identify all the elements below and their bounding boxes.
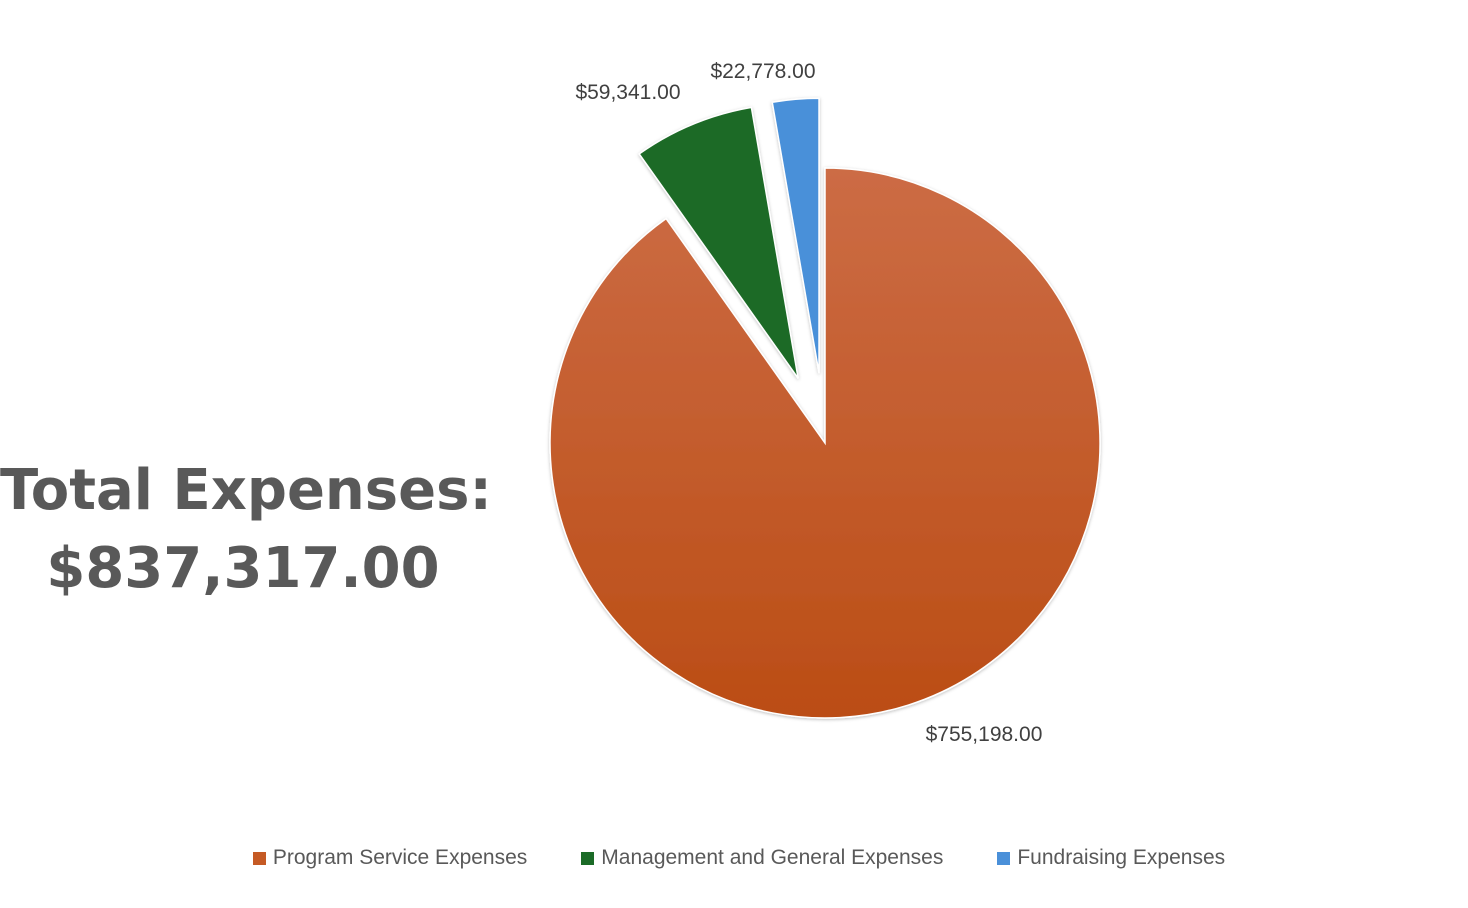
legend-label-management-general: Management and General Expenses [601,846,944,869]
data-label-program-service: $755,198.00 [926,723,1043,746]
legend-item-program-service: Program Service Expenses [252,846,528,870]
data-label-fundraising: $22,778.00 [710,60,815,83]
total-expenses-heading: Total Expenses: [0,458,492,523]
pie-slice-fundraising [771,97,820,374]
chart-legend: Program Service Expenses Management and … [0,846,1468,870]
legend-item-management-general: Management and General Expenses [581,846,943,870]
legend-label-fundraising: Fundraising Expenses [1017,846,1226,869]
pie-slice-program-service [549,167,1101,719]
pie-slice-management-general [638,106,799,379]
data-label-management-general: $59,341.00 [575,81,680,104]
legend-swatch-program-service [252,851,266,865]
legend-item-fundraising: Fundraising Expenses [997,846,1225,870]
legend-label-program-service: Program Service Expenses [272,846,528,869]
legend-swatch-fundraising [997,851,1011,865]
total-expenses-summary: Total Expenses: $837,317.00 [0,452,492,608]
legend-swatch-management-general [581,851,595,865]
total-expenses-amount: $837,317.00 [46,536,440,601]
